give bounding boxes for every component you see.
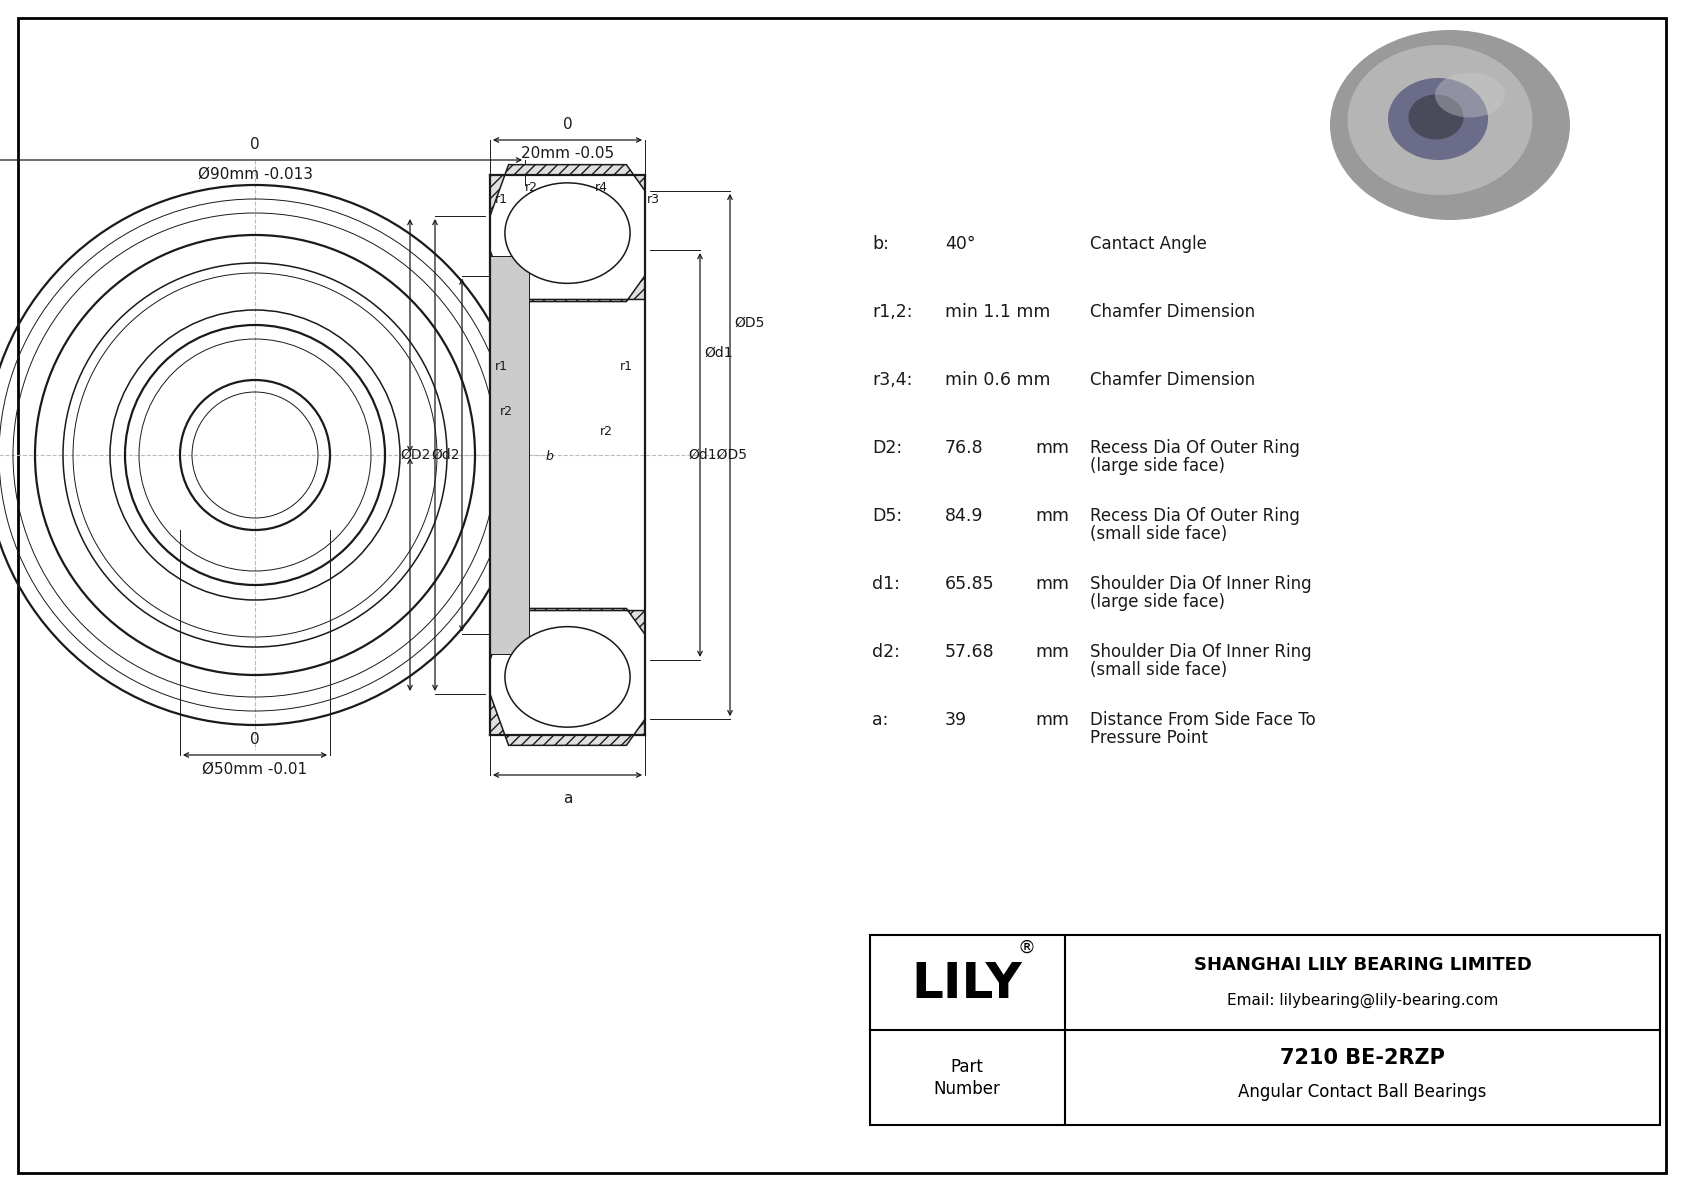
Text: Shoulder Dia Of Inner Ring: Shoulder Dia Of Inner Ring [1090,575,1312,593]
Text: (large side face): (large side face) [1090,593,1224,611]
Text: Chamfer Dimension: Chamfer Dimension [1090,372,1255,389]
Text: 39: 39 [945,711,967,729]
Text: b:: b: [872,235,889,252]
Polygon shape [490,250,645,301]
Text: Number: Number [933,1080,1000,1098]
Text: Pressure Point: Pressure Point [1090,729,1207,747]
Text: Recess Dia Of Outer Ring: Recess Dia Of Outer Ring [1090,439,1300,457]
Ellipse shape [1435,73,1505,118]
Text: 76.8: 76.8 [945,439,983,457]
Text: b: b [546,450,554,463]
Text: LILY: LILY [911,960,1022,1009]
Text: 0: 0 [251,732,259,747]
Text: ØD2: ØD2 [401,448,431,462]
Text: Chamfer Dimension: Chamfer Dimension [1090,303,1255,322]
Ellipse shape [1408,94,1463,139]
Text: D2:: D2: [872,439,903,457]
Text: Recess Dia Of Outer Ring: Recess Dia Of Outer Ring [1090,507,1300,525]
Text: min 0.6 mm: min 0.6 mm [945,372,1051,389]
Text: 65.85: 65.85 [945,575,995,593]
Text: Ød1: Ød1 [704,345,733,360]
Text: 0: 0 [562,117,573,132]
Text: Shoulder Dia Of Inner Ring: Shoulder Dia Of Inner Ring [1090,643,1312,661]
Polygon shape [490,609,645,660]
Text: a:: a: [872,711,889,729]
Text: mm: mm [1036,575,1069,593]
Text: d2:: d2: [872,643,899,661]
Text: 7210 BE-2RZP: 7210 BE-2RZP [1280,1048,1445,1068]
Text: min 1.1 mm: min 1.1 mm [945,303,1051,322]
Text: r2: r2 [500,405,514,418]
Text: mm: mm [1036,643,1069,661]
Bar [490,256,529,654]
Text: (small side face): (small side face) [1090,661,1228,679]
Text: mm: mm [1036,711,1069,729]
Text: D5:: D5: [872,507,903,525]
Text: (large side face): (large side face) [1090,457,1224,475]
Text: r2: r2 [525,181,537,194]
Text: Distance From Side Face To: Distance From Side Face To [1090,711,1315,729]
Bar [871,935,1660,1125]
Ellipse shape [1388,77,1489,160]
Text: r2: r2 [600,425,613,438]
Text: 20mm -0.05: 20mm -0.05 [520,146,615,162]
Text: ØD5: ØD5 [734,316,765,330]
Text: Ød1ØD5: Ød1ØD5 [689,448,748,462]
Text: ®: ® [1019,939,1036,958]
Text: r1: r1 [495,193,509,206]
Text: 40°: 40° [945,235,975,252]
Ellipse shape [505,626,630,728]
Text: (small side face): (small side face) [1090,525,1228,543]
Polygon shape [490,164,645,216]
Text: Ø50mm -0.01: Ø50mm -0.01 [202,761,308,777]
Text: r1,2:: r1,2: [872,303,913,322]
Text: mm: mm [1036,439,1069,457]
Text: SHANGHAI LILY BEARING LIMITED: SHANGHAI LILY BEARING LIMITED [1194,956,1531,974]
Text: 57.68: 57.68 [945,643,995,661]
Text: 0: 0 [251,137,259,152]
Text: r3,4:: r3,4: [872,372,913,389]
Text: 84.9: 84.9 [945,507,983,525]
Text: Ød2: Ød2 [431,448,460,462]
Ellipse shape [505,183,630,283]
Ellipse shape [1330,30,1569,220]
Text: Email: lilybearing@lily-bearing.com: Email: lilybearing@lily-bearing.com [1228,992,1499,1008]
Text: Part: Part [950,1059,983,1077]
Text: a: a [562,791,573,806]
Text: r4: r4 [594,181,608,194]
Text: Angular Contact Ball Bearings: Angular Contact Ball Bearings [1238,1083,1487,1100]
Text: d1:: d1: [872,575,899,593]
Text: Ø90mm -0.013: Ø90mm -0.013 [197,167,313,181]
Text: r1: r1 [620,360,633,373]
Polygon shape [490,694,645,746]
Text: r1: r1 [495,360,509,373]
Text: mm: mm [1036,507,1069,525]
Text: Cantact Angle: Cantact Angle [1090,235,1207,252]
Ellipse shape [1347,45,1532,195]
Text: r3: r3 [647,193,660,206]
